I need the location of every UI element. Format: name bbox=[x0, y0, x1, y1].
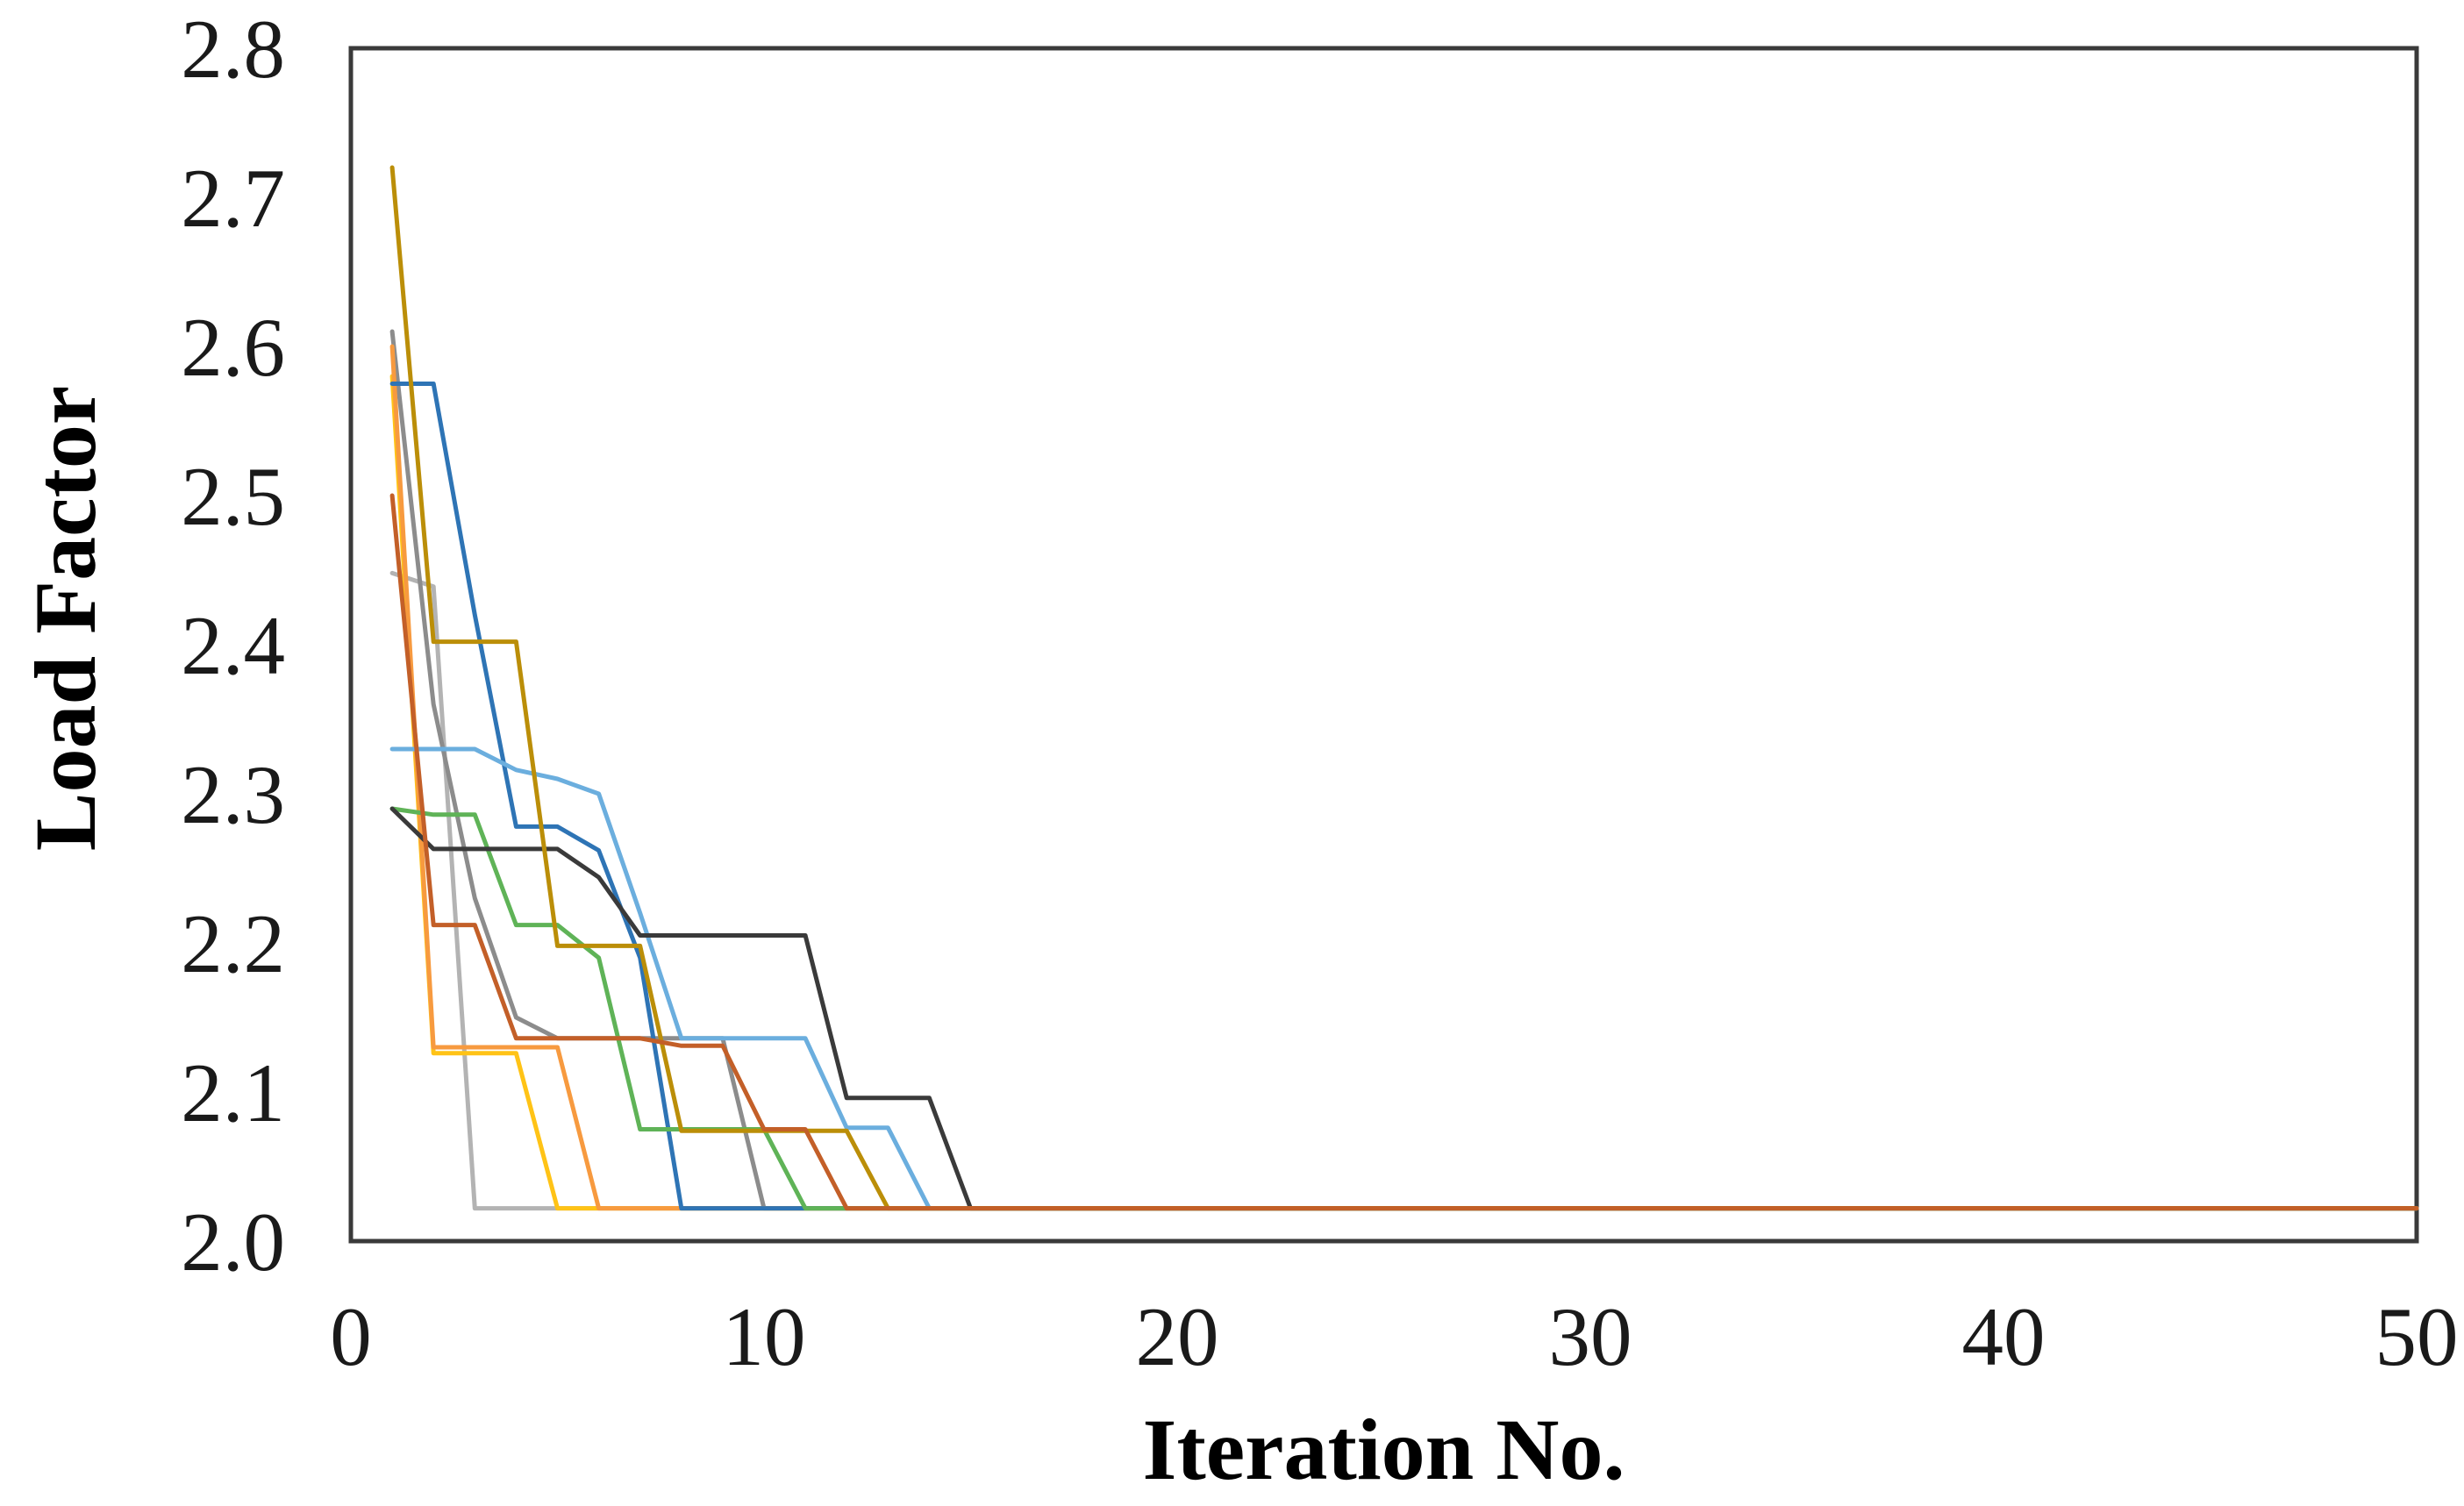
y-tick-label: 2.7 bbox=[181, 152, 285, 245]
x-tick-label: 30 bbox=[1549, 1290, 1632, 1383]
series-line-green bbox=[389, 806, 2419, 1211]
y-tick-label: 2.4 bbox=[181, 599, 285, 692]
series-line-silver bbox=[389, 570, 2419, 1211]
series-line-black bbox=[389, 806, 2419, 1211]
y-tick-label: 2.3 bbox=[181, 748, 285, 841]
y-tick-label: 2.2 bbox=[181, 897, 285, 990]
x-tick-label: 0 bbox=[330, 1290, 372, 1383]
series-line-dark-blue bbox=[389, 382, 2419, 1211]
y-tick-label: 2.6 bbox=[181, 301, 285, 394]
series-line-gold bbox=[389, 165, 2419, 1211]
x-axis-title: Iteration No. bbox=[1142, 1401, 1625, 1498]
x-tick-label: 10 bbox=[723, 1290, 806, 1383]
y-tick-label: 2.1 bbox=[181, 1046, 285, 1139]
x-tick-label: 50 bbox=[2375, 1290, 2459, 1383]
y-tick-label: 2.8 bbox=[181, 3, 285, 96]
x-tick-label: 40 bbox=[1962, 1290, 2046, 1383]
x-tick-label: 20 bbox=[1136, 1290, 1219, 1383]
y-tick-label: 2.5 bbox=[181, 450, 285, 543]
y-tick-label: 2.0 bbox=[181, 1196, 285, 1288]
series-line-orange bbox=[389, 344, 2419, 1211]
series-line-rust bbox=[389, 493, 2419, 1211]
series-line-light-blue bbox=[389, 746, 2419, 1211]
series-line-yellow bbox=[389, 374, 2419, 1211]
plot-border bbox=[348, 46, 2419, 1244]
series-line-gray bbox=[389, 329, 2419, 1211]
